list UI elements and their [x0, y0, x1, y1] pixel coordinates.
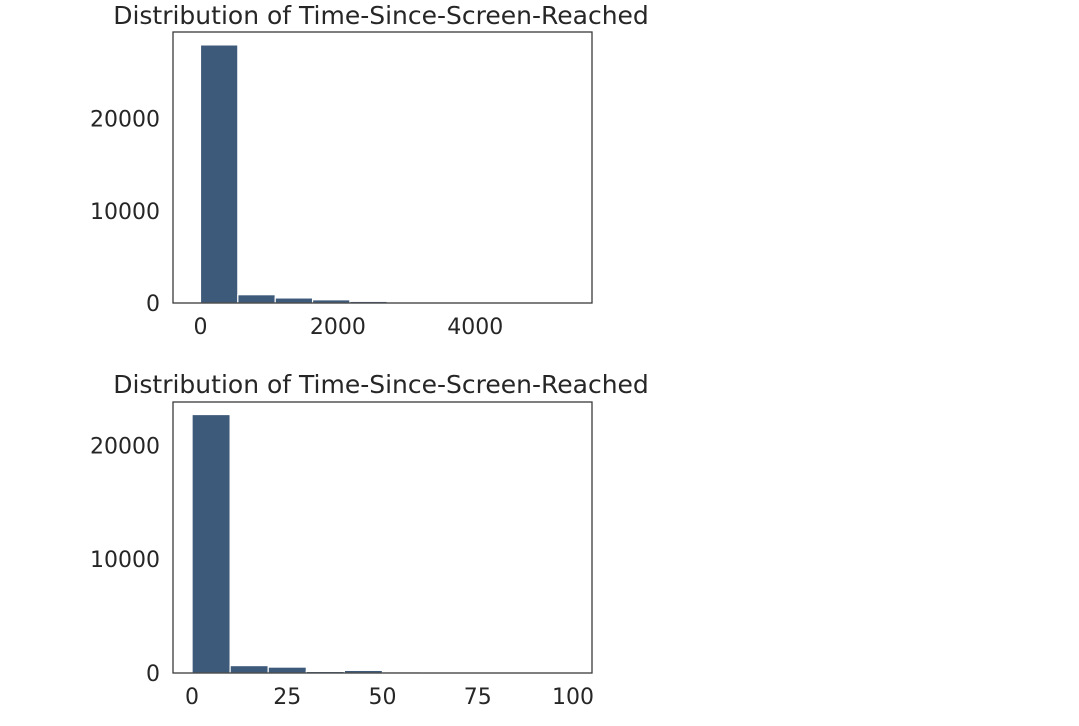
histogram-bar [229, 664, 269, 674]
x-tick-label: 0 [193, 315, 207, 340]
histogram-bar [191, 413, 231, 674]
chart-title: Distribution of Time-Since-Screen-Reache… [113, 370, 649, 399]
x-tick-label: 0 [185, 685, 199, 710]
y-tick-label: 20000 [90, 434, 160, 459]
x-tick-label: 50 [369, 685, 397, 710]
chart-title: Distribution of Time-Since-Screen-Reache… [113, 1, 649, 30]
y-tick-label: 20000 [90, 108, 160, 133]
plot-frame [172, 31, 593, 304]
y-tick-label: 0 [146, 292, 160, 317]
x-tick-label: 4000 [447, 315, 503, 340]
histogram-bar [237, 294, 276, 304]
histogram-top: Distribution of Time-Since-Screen-Reache… [90, 1, 649, 340]
plot-frame [172, 401, 593, 674]
histogram-bar [199, 44, 239, 304]
histogram-bar [267, 666, 307, 674]
histogram-bar [274, 297, 314, 304]
x-tick-label: 75 [464, 685, 492, 710]
x-tick-label: 2000 [310, 315, 366, 340]
y-tick-label: 10000 [90, 200, 160, 225]
x-tick-label: 25 [273, 685, 301, 710]
x-tick-label: 100 [552, 685, 594, 710]
y-tick-label: 0 [146, 662, 160, 687]
y-tick-label: 10000 [90, 548, 160, 573]
histogram-bottom: Distribution of Time-Since-Screen-Reache… [90, 370, 649, 710]
